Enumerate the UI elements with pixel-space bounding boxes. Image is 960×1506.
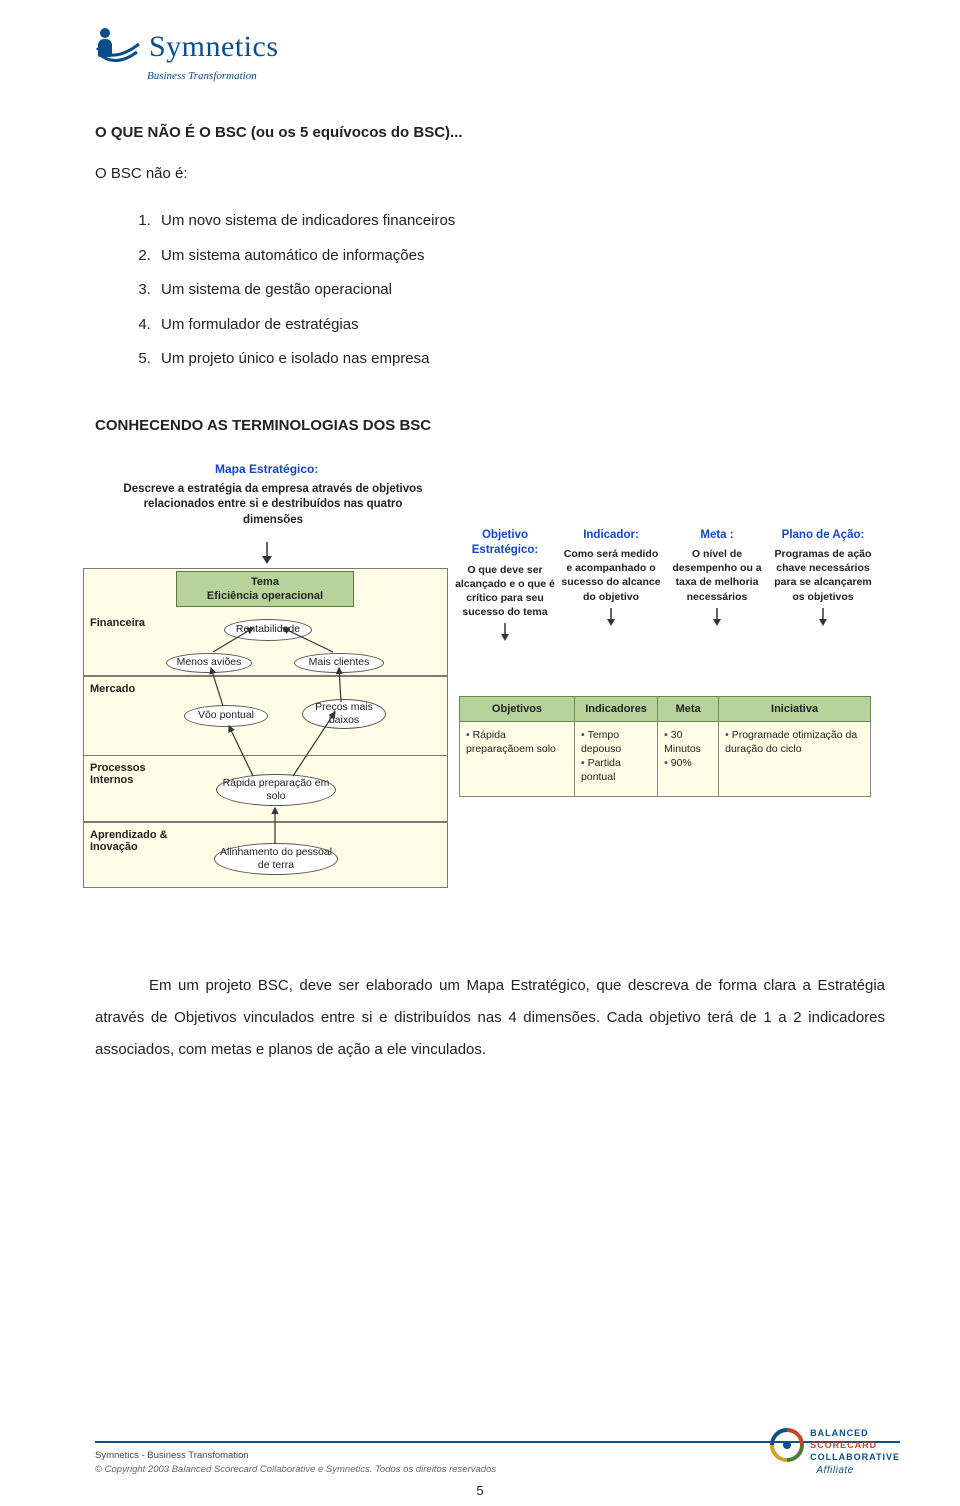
bullet-item: 30 Minutos	[664, 728, 712, 756]
def-meta: Meta : O nível de desempenho ou a taxa d…	[667, 528, 767, 642]
section-terminologias-title: CONHECENDO AS TERMINOLOGIAS DOS BSC	[95, 417, 885, 434]
oval-rentabilidade: Rentabilidade	[224, 619, 312, 641]
def-plano: Plano de Ação: Programas de ação chave n…	[773, 528, 873, 642]
brand-name: Symnetics	[149, 30, 279, 64]
table-header: Indicadores	[574, 696, 657, 721]
table-cell: Programade otimização da duração do cicl…	[719, 721, 871, 797]
table-cell: 30 Minutos 90%	[658, 721, 719, 797]
oval-alinhamento: Alinhamento do pessoal de terra	[214, 843, 338, 875]
table-cell: Tempo depouso Partida pontual	[574, 721, 657, 797]
oval-voo-pontual: Vôo pontual	[184, 705, 268, 727]
arrow-down-icon	[712, 608, 722, 626]
def-body: Programas de ação chave necessários para…	[773, 547, 873, 604]
tema-header: Tema Eficiência operacional	[176, 571, 354, 608]
arrow-down-icon	[606, 608, 616, 626]
bullet-item: Tempo depouso	[581, 728, 651, 756]
brand-logo: Symnetics	[95, 30, 885, 66]
bsc-line: COLLABORATIVE	[810, 1451, 900, 1463]
table-row: Rápida preparaçãoem solo Tempo depouso P…	[460, 721, 871, 797]
perspective-financeira: Tema Eficiência operacional Financeira R…	[83, 568, 448, 676]
table-header: Objetivos	[460, 696, 575, 721]
arrow-down-icon	[500, 623, 510, 641]
oval-precos-baixos: Preços mais baixos	[302, 699, 386, 729]
def-body: O nível de desempenho ou a taxa de melho…	[667, 547, 767, 604]
def-head: Meta :	[667, 528, 767, 544]
map-title: Mapa Estratégico:	[215, 462, 318, 476]
perspective-label: Financeira	[90, 617, 145, 629]
perspective-label: Aprendizado & Inovação	[90, 829, 190, 853]
perspective-label: Mercado	[90, 683, 135, 695]
perspective-label: Processos Internos	[90, 762, 160, 786]
affiliate-logo: BALANCED SCORECARD COLLABORATIVE Affilia…	[770, 1427, 900, 1476]
intro-text: O BSC não é:	[95, 165, 885, 182]
list-item: Um projeto único e isolado nas empresa	[155, 342, 885, 377]
bsc-line: SCORECARD	[810, 1439, 900, 1451]
table-header: Iniciativa	[719, 696, 871, 721]
oval-rapida-preparacao: Rápida preparação em solo	[216, 774, 336, 806]
def-head: Indicador:	[561, 528, 661, 544]
logo-mark-icon	[95, 30, 141, 66]
list-item: Um novo sistema de indicadores financeir…	[155, 204, 885, 239]
bullet-item: Partida pontual	[581, 756, 651, 784]
table-cell: Rápida preparaçãoem solo	[460, 721, 575, 797]
bsc-line: BALANCED	[810, 1427, 900, 1439]
page-footer: Symnetics - Business Transfomation © Cop…	[95, 1441, 900, 1476]
perspective-processos: Processos Internos Rápida preparação em …	[83, 756, 448, 822]
def-body: O que deve ser alcançado e o que é críti…	[455, 563, 555, 620]
bullet-item: Rápida preparaçãoem solo	[466, 728, 568, 756]
closing-paragraph: Em um projeto BSC, deve ser elaborado um…	[95, 970, 885, 1067]
def-head: Plano de Ação:	[773, 528, 873, 544]
list-item: Um sistema automático de informações	[155, 239, 885, 274]
list-item: Um sistema de gestão operacional	[155, 273, 885, 308]
definitions-row: Objetivo Estratégico: O que deve ser alc…	[455, 528, 873, 642]
closing-text: Em um projeto BSC, deve ser elaborado um…	[95, 977, 885, 1059]
oval-menos-avioes: Menos aviões	[166, 653, 252, 673]
def-body: Como será medido e acompanhado o sucesso…	[561, 547, 661, 604]
tema-name: Eficiência operacional	[207, 590, 323, 602]
def-indicador: Indicador: Como será medido e acompanhad…	[561, 528, 661, 642]
equivocos-list: Um novo sistema de indicadores financeir…	[155, 204, 885, 377]
tema-label: Tema	[251, 576, 279, 588]
oval-mais-clientes: Mais clientes	[294, 653, 384, 673]
arrow-down-icon	[261, 542, 273, 564]
perspective-mercado: Mercado Vôo pontual Preços mais baixos	[83, 676, 448, 756]
page-title: O QUE NÃO É O BSC (ou os 5 equívocos do …	[95, 124, 885, 141]
map-description: Descreve a estratégia da empresa através…	[113, 482, 433, 529]
bullet-item: 90%	[664, 756, 712, 770]
results-table: Objetivos Indicadores Meta Iniciativa Rá…	[459, 696, 871, 798]
table-header: Meta	[658, 696, 719, 721]
bullet-item: Programade otimização da duração do cicl…	[725, 728, 864, 756]
def-objetivo: Objetivo Estratégico: O que deve ser alc…	[455, 528, 555, 642]
bsc-terminology-diagram: Mapa Estratégico: Descreve a estratégia …	[83, 462, 873, 922]
brand-tagline: Business Transformation	[147, 70, 885, 82]
arrow-down-icon	[818, 608, 828, 626]
page-number: 5	[476, 1483, 483, 1498]
affiliate-label: Affiliate	[770, 1465, 900, 1476]
bsc-text: BALANCED SCORECARD COLLABORATIVE	[810, 1427, 900, 1463]
perspective-aprendizado: Aprendizado & Inovação Alinhamento do pe…	[83, 822, 448, 888]
bsc-circle-icon	[770, 1428, 804, 1462]
def-head: Objetivo Estratégico:	[455, 528, 555, 559]
list-item: Um formulador de estratégias	[155, 308, 885, 343]
